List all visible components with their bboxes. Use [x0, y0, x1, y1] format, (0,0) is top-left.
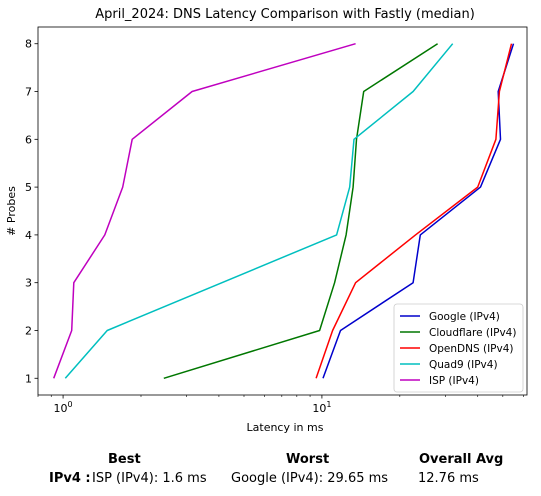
y-tick-label: 2: [25, 324, 32, 337]
legend: Google (IPv4) Cloudflare (IPv4) OpenDNS (I…: [393, 303, 524, 393]
legend-label: Quad9 (IPv4): [429, 359, 498, 371]
chart-title: April_2024: DNS Latency Comparison with …: [95, 7, 475, 22]
ipv4-row-label: IPv4 :: [49, 471, 91, 486]
legend-label: OpenDNS (IPv4): [429, 343, 514, 355]
x-axis-label: Latency in ms: [247, 421, 324, 434]
y-tick-label: 6: [25, 133, 32, 146]
series-line: [163, 43, 439, 380]
legend-label: ISP (IPv4): [429, 375, 479, 387]
series-line: [52, 42, 356, 379]
y-tick-label: 8: [25, 38, 32, 51]
x-tick-label: 101: [312, 400, 331, 415]
y-tick-label: 4: [25, 229, 32, 242]
series-line: [64, 43, 454, 379]
y-tick-label: 3: [25, 277, 32, 290]
y-tick-label: 7: [25, 86, 32, 99]
worst-header: Worst: [286, 452, 330, 467]
series-line: [315, 43, 513, 379]
x-tick-label: 100: [54, 400, 73, 415]
worst-value: Google (IPv4): 29.65 ms: [231, 471, 389, 486]
plot-frame: [37, 26, 528, 396]
latency-chart: April_2024: DNS Latency Comparison with …: [5, 7, 528, 434]
y-tick-label: 1: [25, 372, 32, 385]
plot-area: 100 101 1 2 3 4 5 6 7 8: [25, 26, 528, 415]
legend-box: [393, 303, 524, 393]
overall-avg-value: 12.76 ms: [418, 471, 479, 486]
best-header: Best: [108, 452, 141, 467]
legend-label: Google (IPv4): [429, 311, 500, 323]
y-tick-label: 5: [25, 181, 32, 194]
best-value: ISP (IPv4): 1.6 ms: [92, 471, 207, 486]
overall-avg-header: Overall Avg: [419, 452, 504, 467]
legend-label: Cloudflare (IPv4): [429, 327, 516, 339]
y-axis-label: # Probes: [5, 186, 18, 236]
